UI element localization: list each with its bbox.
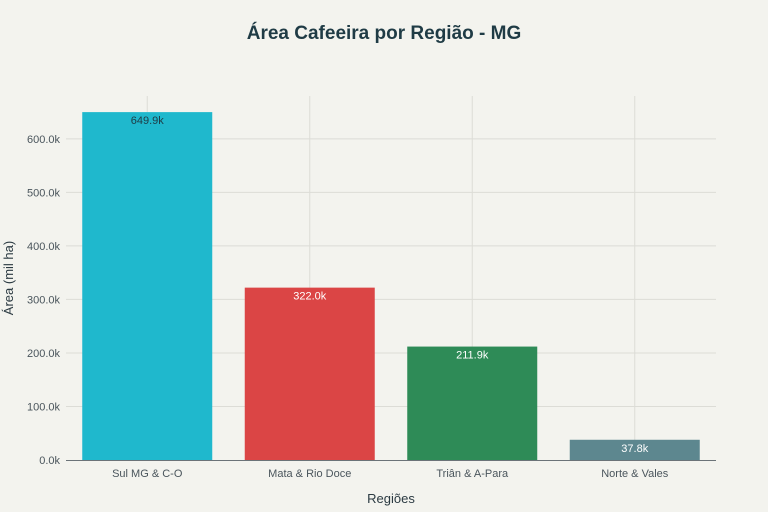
chart-title: Área Cafeeira por Região - MG: [247, 22, 522, 44]
y-axis-title: Área (mil ha): [1, 241, 16, 315]
y-tick-label: 200.0k: [27, 348, 61, 360]
bar[interactable]: [82, 112, 213, 460]
x-tick-label: Mata & Rio Doce: [268, 468, 351, 480]
y-tick-label: 500.0k: [27, 187, 61, 199]
bar-data-label: 211.9k: [456, 350, 489, 362]
bar-data-label: 649.9k: [131, 115, 165, 127]
y-tick-label: 600.0k: [27, 134, 61, 146]
y-tick-label: 400.0k: [27, 241, 61, 253]
bar[interactable]: [569, 439, 700, 460]
x-tick-label: Norte & Vales: [601, 468, 669, 480]
x-axis-title: Regiões: [367, 491, 415, 506]
y-tick-label: 300.0k: [27, 294, 61, 306]
x-tick-label: Sul MG & C-O: [112, 468, 183, 480]
y-tick-label: 100.0k: [27, 401, 61, 413]
y-tick-label: 0.0k: [39, 455, 60, 467]
bar-data-label: 322.0k: [293, 291, 327, 303]
bar[interactable]: [244, 287, 375, 460]
y-axis-ticks: 0.0k 100.0k 200.0k 300.0k 400.0k 500.0k 600.0k: [27, 134, 61, 467]
bar[interactable]: [407, 346, 538, 460]
bar-data-label: 37.8k: [621, 443, 648, 455]
data-labels: 649.9k 322.0k 211.9k 37.8k: [131, 115, 649, 455]
bars: [82, 112, 700, 460]
x-axis-ticks: Sul MG & C-O Mata & Rio Doce Triân & A-Par…: [112, 468, 669, 480]
x-tick-label: Triân & A-Para: [436, 468, 509, 480]
